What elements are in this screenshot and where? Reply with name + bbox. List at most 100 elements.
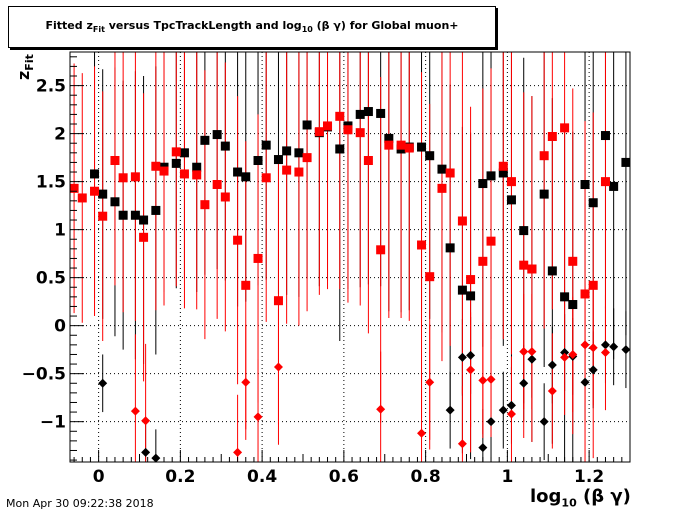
data-point xyxy=(417,428,427,438)
data-point xyxy=(220,192,230,202)
data-point xyxy=(609,181,619,191)
data-point xyxy=(141,447,151,457)
data-point xyxy=(600,348,610,358)
x-tick-label: 1 xyxy=(501,467,513,487)
data-point xyxy=(273,296,283,306)
axes: 0 0.2 0.4 0.6 0.8 1 1.2 −1 −0.5 0 0.5 1 1.5 2 2.5 xyxy=(22,51,631,487)
data-point xyxy=(139,232,149,242)
data-point xyxy=(417,240,427,250)
y-tick-label: 0.5 xyxy=(36,269,66,289)
data-point xyxy=(486,374,496,384)
data-point xyxy=(437,183,447,193)
data-point xyxy=(130,210,140,220)
data-point xyxy=(233,235,243,245)
data-point xyxy=(588,198,598,208)
data-point xyxy=(519,226,529,236)
data-point xyxy=(478,256,488,266)
y-tick-label: 1.5 xyxy=(36,173,66,193)
data-point xyxy=(560,348,570,358)
data-point xyxy=(200,200,210,210)
data-point xyxy=(273,155,283,165)
data-point xyxy=(519,378,529,388)
data-point xyxy=(355,109,365,119)
data-point xyxy=(179,148,189,158)
data-point xyxy=(417,142,427,152)
data-point xyxy=(506,409,516,419)
data-point xyxy=(384,140,394,150)
data-point xyxy=(363,156,373,166)
data-point xyxy=(69,183,79,193)
data-point xyxy=(580,340,590,350)
data-point xyxy=(478,375,488,385)
x-tick-label: 0.4 xyxy=(247,467,277,487)
data-point xyxy=(568,256,578,266)
data-point xyxy=(527,354,537,364)
data-point xyxy=(273,362,283,372)
data-point xyxy=(547,386,557,396)
data-point xyxy=(478,443,488,453)
timestamp: Mon Apr 30 09:22:38 2018 xyxy=(6,497,154,510)
data-point xyxy=(151,161,161,171)
data-point xyxy=(600,340,610,350)
data-point xyxy=(233,447,243,457)
data-point xyxy=(519,347,529,357)
data-point xyxy=(539,417,549,427)
data-point xyxy=(445,243,455,253)
data-point xyxy=(457,216,467,226)
data-point xyxy=(506,177,516,187)
data-point xyxy=(425,377,435,387)
data-point xyxy=(445,168,455,178)
data-point xyxy=(506,400,516,410)
data-point xyxy=(560,123,570,133)
y-tick-label: 0 xyxy=(54,317,66,337)
data-point xyxy=(261,140,271,150)
y-axis-label: zFit xyxy=(14,54,37,80)
data-point xyxy=(560,292,570,302)
data-point xyxy=(323,121,333,131)
y-tick-label: 1 xyxy=(54,221,66,241)
data-point xyxy=(527,264,537,274)
data-markers xyxy=(69,107,631,463)
data-point xyxy=(139,215,149,225)
data-point xyxy=(355,128,365,138)
data-point xyxy=(547,266,557,276)
data-point xyxy=(151,205,161,215)
x-tick-label: 0.6 xyxy=(329,467,359,487)
data-point xyxy=(560,352,570,362)
data-point xyxy=(437,164,447,174)
grid-lines xyxy=(70,52,630,462)
data-point xyxy=(98,189,108,199)
data-point xyxy=(568,300,578,310)
x-tick-label: 0 xyxy=(93,467,105,487)
data-point xyxy=(179,169,189,179)
data-point xyxy=(302,153,312,163)
data-point xyxy=(457,439,467,449)
data-point xyxy=(478,179,488,189)
data-point xyxy=(466,275,476,285)
data-point xyxy=(90,169,100,179)
x-tick-label: 1.2 xyxy=(574,467,604,487)
data-point xyxy=(498,161,508,171)
data-point xyxy=(404,143,414,153)
y-tick-label: 2 xyxy=(54,125,66,145)
x-tick-label: 0.8 xyxy=(411,467,441,487)
data-point xyxy=(486,417,496,427)
data-point xyxy=(261,173,271,183)
data-point xyxy=(580,377,590,387)
data-point xyxy=(486,236,496,246)
data-point xyxy=(425,272,435,282)
data-point xyxy=(192,162,202,172)
data-point xyxy=(600,177,610,187)
x-tick-label: 0.2 xyxy=(165,467,195,487)
data-point xyxy=(130,172,140,182)
data-point xyxy=(294,148,304,158)
data-point xyxy=(253,412,263,422)
data-point xyxy=(621,157,631,167)
data-point xyxy=(282,146,292,156)
title-box: Fitted zFit versus TpcTrackLength and lo… xyxy=(8,6,496,48)
data-point xyxy=(547,360,557,370)
data-point xyxy=(457,352,467,362)
y-tick-label: −0.5 xyxy=(22,365,66,385)
